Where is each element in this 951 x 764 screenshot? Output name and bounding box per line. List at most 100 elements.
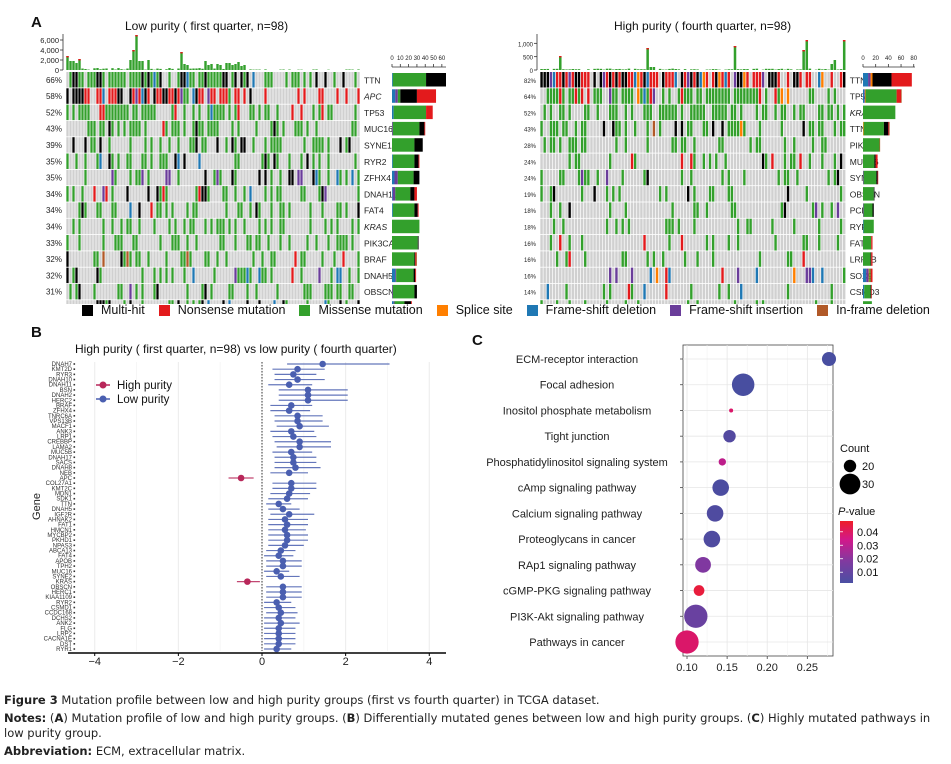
- oncoplot-cell: [180, 137, 183, 153]
- gene-percent: 16%: [524, 274, 537, 280]
- oncoplot-cell: [671, 137, 674, 153]
- oncoplot-cell: [540, 72, 543, 88]
- oncoplot-cell: [830, 186, 833, 202]
- oncoplot-cell: [836, 153, 840, 169]
- oncoplot-cell: [584, 169, 587, 186]
- oncoplot-cell: [602, 186, 606, 202]
- oncoplot-cell: [228, 72, 231, 88]
- point-mycbp2: [283, 531, 291, 539]
- gene-tick-label: KIAA1109: [45, 595, 72, 601]
- oncoplot-cell: [686, 120, 690, 137]
- oncoplot-cell: [348, 267, 351, 284]
- notes-text: ) Mutation profile of low and high purit…: [63, 711, 347, 725]
- oncoplot-cell: [674, 202, 677, 218]
- oncoplot-cell: [683, 169, 687, 186]
- oncoplot-cell: [300, 153, 303, 169]
- oncoplot-cell: [330, 283, 333, 300]
- oncoplot-cell: [590, 153, 593, 169]
- oncoplot-cell: [165, 169, 168, 186]
- side-bar-nonsense: [877, 170, 879, 185]
- oncoplot-cell: [662, 169, 665, 186]
- oncoplot-cell: [608, 186, 612, 202]
- gene-percent: 24%: [524, 177, 537, 183]
- oncoplot-cell: [559, 120, 562, 137]
- oncoplot-cell: [740, 104, 743, 121]
- oncoplot-cell: [276, 202, 279, 218]
- oncoplot-cell: [839, 186, 843, 202]
- oncoplot-cell: [180, 186, 183, 202]
- oncoplot-cell: [593, 283, 596, 300]
- oncoplot-cell: [799, 267, 802, 284]
- oncoplot-cell: [658, 218, 662, 235]
- oncoplot-cell: [72, 251, 75, 267]
- oncoplot-cell: [228, 218, 231, 235]
- oncoplot-cell: [752, 300, 755, 304]
- oncoplot-cell: [793, 267, 796, 284]
- caption-notes-line: Notes: (A) Mutation profile of low and h…: [4, 711, 949, 741]
- oncoplot-cell: [796, 267, 799, 284]
- oncoplot-cell: [120, 300, 123, 304]
- tmb-bar: [733, 46, 737, 70]
- side-bar-multi-hit: [870, 284, 872, 299]
- oncoplot-cell: [162, 218, 165, 235]
- oncoplot-cell: [72, 72, 75, 88]
- oncoplot-cell: [189, 104, 192, 121]
- oncoplot-cell: [78, 120, 81, 137]
- oncoplot-cell: [204, 251, 207, 267]
- oncoplot-cell: [186, 137, 189, 153]
- tmb-bar: [105, 68, 108, 70]
- oncoplot-cell: [174, 169, 177, 186]
- oncoplot-cell: [777, 153, 780, 169]
- side-bar-fs-del: [863, 73, 869, 87]
- oncoplot-cell: [351, 218, 354, 235]
- oncoplot-cell: [755, 153, 759, 169]
- oncoplot-cell: [174, 235, 177, 251]
- oncoplot-cell: [282, 169, 285, 186]
- oncoplot-cell: [69, 300, 72, 304]
- side-bar-missense: [392, 219, 420, 234]
- oncoplot-cell: [291, 72, 294, 88]
- oncoplot-cell: [549, 202, 553, 218]
- point-apc: [237, 474, 245, 482]
- side-bar-nonsense: [426, 105, 433, 120]
- pathway-label: Phosphatidylinositol signaling system: [486, 457, 668, 469]
- oncoplot-cell: [201, 137, 204, 153]
- oncoplot-cell: [207, 72, 210, 88]
- oncoplot-cell: [799, 186, 802, 202]
- oncoplot-cell: [749, 186, 752, 202]
- oncoplot-cell: [621, 153, 624, 169]
- oncoplot-cell: [84, 72, 87, 88]
- oncoplot-cell: [72, 283, 75, 300]
- oncoplot-cell: [730, 186, 734, 202]
- gene-tick: [73, 529, 76, 531]
- oncoplot-cell: [711, 186, 715, 202]
- oncoplot-cell: [671, 72, 674, 88]
- tmb-bar: [596, 68, 599, 70]
- side-bar-fs-ins: [393, 301, 395, 304]
- oncoplot-cell: [774, 169, 777, 186]
- oncoplot-cell: [78, 104, 81, 121]
- oncoplot-cell: [624, 186, 628, 202]
- oncoplot-cell: [633, 169, 637, 186]
- oncoplot-cell: [764, 72, 768, 88]
- oncoplot-cell: [330, 202, 333, 218]
- oncoplot-cell: [324, 235, 327, 251]
- oncoplot-cell: [339, 120, 342, 137]
- oncoplot-cell: [252, 267, 255, 284]
- point-kras: [244, 578, 251, 585]
- oncoplot-cell: [836, 186, 840, 202]
- oncoplot-cell: [821, 300, 824, 304]
- side-axis-label: 20: [872, 56, 879, 62]
- oncoplot-cell: [345, 218, 348, 235]
- oncoplot-cell: [216, 72, 219, 88]
- oncoplot-cell: [117, 202, 120, 218]
- oncoplot-cell: [147, 300, 150, 304]
- oncoplot-cell: [796, 300, 799, 304]
- oncoplot-cell: [730, 88, 734, 104]
- oncoplot-cell: [300, 267, 303, 284]
- side-bar-nonsense: [896, 89, 902, 103]
- gene-label: KMT2D: [364, 303, 393, 304]
- x-tick-label: 0.20: [757, 662, 778, 674]
- gene-tick-label: LAMA2: [52, 445, 72, 451]
- oncoplot-cell: [686, 218, 690, 235]
